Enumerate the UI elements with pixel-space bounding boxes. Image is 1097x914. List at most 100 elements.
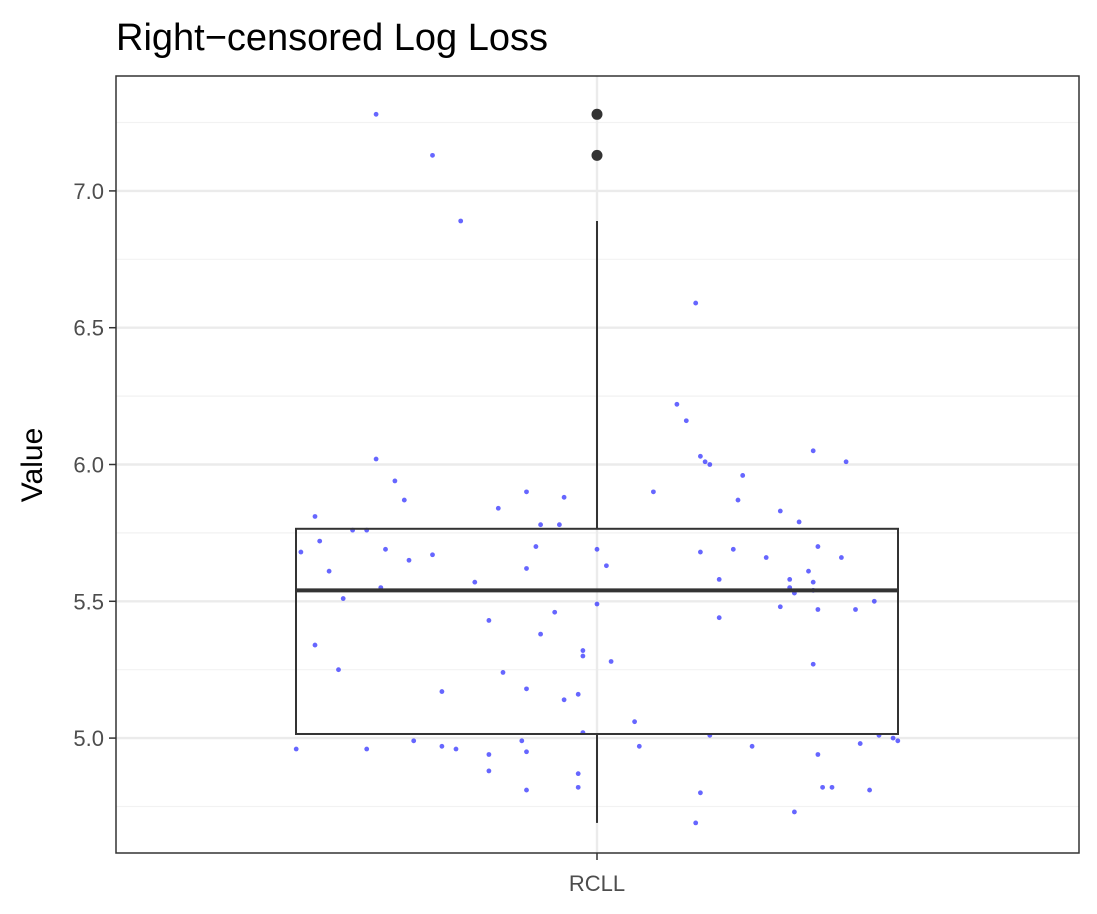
box-plot [295,108,899,823]
data-point [392,478,398,484]
data-point [552,609,558,615]
interquartile-box [295,527,899,735]
data-point [524,749,529,755]
x-tick-label: RCLL [569,871,625,896]
data-point [810,661,816,667]
data-point [698,453,703,459]
data-point [453,746,459,752]
data-point [839,555,844,560]
data-point [806,568,811,574]
y-tick-label: 5.0 [73,726,104,751]
data-point [815,544,821,549]
data-point [317,538,323,544]
data-point [890,735,896,741]
data-point [594,601,600,607]
data-point [561,494,567,500]
data-point [439,743,445,749]
jitter-points [293,111,901,826]
data-point [693,300,699,306]
data-point [632,719,637,725]
data-point [735,497,741,503]
data-point [336,667,341,673]
data-point [853,607,858,612]
data-point [580,653,586,659]
data-point [810,448,816,454]
data-point [815,607,821,612]
data-point [594,546,600,552]
data-point [636,743,642,749]
data-point [698,790,703,796]
data-point [777,508,783,514]
data-point [500,670,506,675]
y-tick-label: 5.5 [73,589,104,614]
data-point [340,596,346,601]
data-point [524,489,529,495]
data-point [373,456,379,462]
data-point [740,473,746,478]
data-point [430,552,435,558]
chart-title: Right−censored Log Loss [116,17,548,59]
data-point [486,618,492,623]
data-point [871,598,877,604]
data-point [683,418,689,424]
data-point [406,557,412,563]
data-point [796,519,802,525]
data-point [430,152,435,158]
data-point [486,768,492,774]
data-point [524,686,529,692]
data-point [383,546,388,552]
data-point [580,648,586,653]
data-point [472,579,478,585]
data-point [843,459,849,465]
data-point [777,604,783,610]
data-point [820,784,825,790]
data-point [561,697,567,703]
y-tick-label: 6.0 [73,453,104,478]
x-axis-ticks: RCLL [569,853,625,896]
data-point [293,746,299,752]
y-axis-label: Value [16,428,49,503]
data-point [810,579,816,585]
data-point [373,111,379,117]
data-point [458,218,464,224]
y-tick-label: 6.5 [73,316,104,341]
data-point [519,738,525,744]
data-point [538,631,543,637]
data-point [533,544,539,549]
data-point [486,752,492,757]
data-point [815,752,821,757]
data-point [364,746,370,752]
data-point [674,401,680,407]
data-point [857,741,863,746]
data-point [298,549,304,555]
data-point [575,784,581,790]
data-point [763,555,769,560]
data-point [312,514,318,519]
data-point [575,771,581,777]
outlier-point [591,149,603,161]
data-point [538,522,543,528]
data-point [716,615,722,621]
data-point [829,784,835,790]
data-point [312,642,318,648]
data-point [608,659,614,664]
y-axis-ticks: 5.0 5.5 6.0 6.5 7.0 [73,179,116,751]
data-point [604,563,609,569]
data-point [557,522,562,528]
data-point [401,497,407,503]
data-point [787,577,793,582]
data-point [575,691,581,697]
data-point [867,787,872,793]
y-tick-label: 7.0 [73,179,104,204]
data-point [693,820,699,826]
data-point [730,546,736,552]
outlier-point [591,108,603,120]
data-point [326,568,332,574]
data-point [411,738,417,744]
data-point [749,743,755,749]
data-point [698,549,703,555]
data-point [439,689,445,694]
data-point [792,809,797,815]
data-point [707,462,713,467]
